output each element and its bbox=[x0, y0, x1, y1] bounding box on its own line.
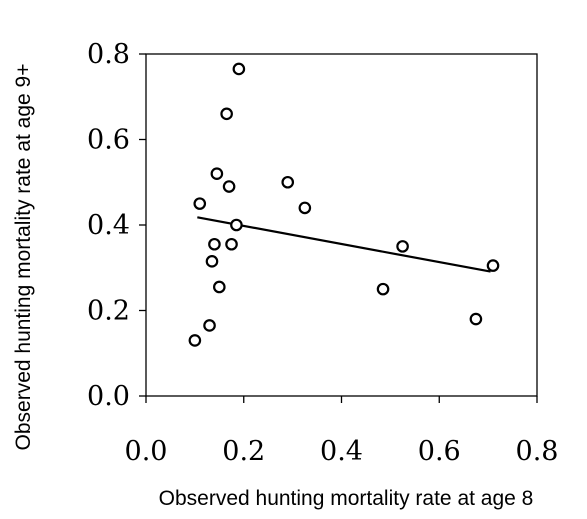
y-axis-label: Observed hunting mortality rate at age 9… bbox=[12, 64, 35, 451]
data-point bbox=[213, 280, 226, 294]
y-tick-label: 0.0 bbox=[87, 381, 130, 412]
x-tick-label: 0.8 bbox=[516, 436, 559, 467]
x-tick-label: 0.0 bbox=[125, 436, 168, 467]
data-point bbox=[222, 180, 236, 193]
data-point bbox=[220, 107, 233, 121]
plot-frame bbox=[145, 53, 538, 397]
regression-line bbox=[197, 216, 491, 273]
y-tick-label: 0.6 bbox=[87, 125, 130, 156]
data-point bbox=[193, 197, 207, 210]
data-point bbox=[210, 167, 224, 180]
x-tick-label: 0.6 bbox=[418, 436, 461, 467]
y-tick-label: 0.2 bbox=[87, 296, 130, 327]
x-axis-ticks: 0.0 0.2 0.4 0.6 0.8 bbox=[125, 396, 559, 467]
data-point bbox=[469, 312, 483, 326]
data-point bbox=[205, 255, 219, 268]
y-tick-label: 0.8 bbox=[87, 39, 130, 70]
trendline-group bbox=[197, 216, 491, 273]
data-point bbox=[281, 175, 295, 189]
x-tick-label: 0.4 bbox=[320, 436, 363, 467]
data-point bbox=[203, 319, 216, 332]
x-axis-label: Observed hunting mortality rate at age 8 bbox=[159, 487, 534, 510]
data-point bbox=[225, 237, 238, 251]
data-point bbox=[230, 218, 243, 232]
y-axis-ticks: 0.0 0.2 0.4 0.6 0.8 bbox=[87, 39, 146, 412]
x-tick-label: 0.2 bbox=[222, 436, 265, 467]
data-point bbox=[396, 240, 409, 253]
plot-border bbox=[145, 53, 538, 397]
data-point bbox=[208, 237, 221, 251]
data-point bbox=[486, 259, 500, 272]
data-point bbox=[188, 334, 202, 347]
data-point bbox=[376, 282, 390, 296]
data-points bbox=[188, 62, 500, 347]
y-tick-label: 0.4 bbox=[87, 210, 130, 241]
data-point bbox=[232, 62, 246, 76]
data-point bbox=[298, 201, 312, 215]
